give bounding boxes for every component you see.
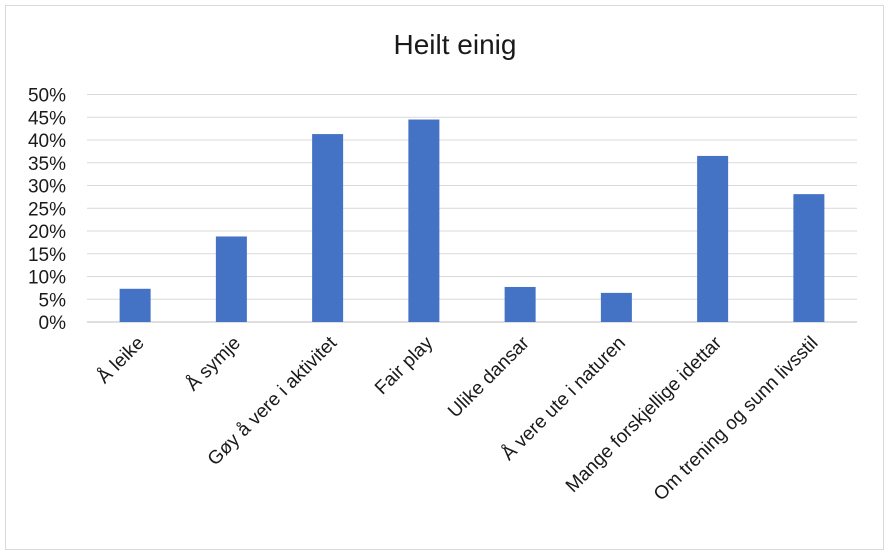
y-axis-ticks: 0%5%10%15%20%25%30%35%40%45%50% — [28, 86, 66, 335]
y-tick-label: 40% — [28, 131, 66, 152]
y-tick-label: 20% — [28, 222, 66, 243]
x-tick-label: Mange forskjellige idettar — [562, 332, 727, 497]
bar — [119, 288, 151, 322]
y-tick-label: 10% — [28, 268, 66, 289]
bar — [215, 236, 247, 322]
bar — [408, 119, 440, 323]
x-tick-label: Om trening og sunn livsstil — [650, 333, 822, 505]
x-tick-label: Å symje — [182, 333, 245, 396]
bar — [504, 286, 536, 322]
y-tick-label: 15% — [28, 245, 66, 266]
x-tick-label: Fair play — [371, 332, 438, 399]
y-tick-label: 35% — [28, 154, 66, 175]
y-tick-label: 50% — [28, 86, 66, 107]
bars — [119, 119, 825, 323]
y-tick-label: 30% — [28, 177, 66, 198]
gridlines — [87, 94, 857, 323]
bar — [793, 194, 825, 322]
bar — [312, 134, 344, 322]
x-tick-label: Å leike — [93, 333, 148, 388]
chart-title: Heilt einig — [394, 29, 517, 60]
bar — [600, 292, 632, 322]
y-tick-label: 25% — [28, 199, 66, 220]
y-tick-label: 45% — [28, 108, 66, 129]
y-tick-label: 5% — [39, 290, 67, 311]
x-tick-label: Ulike dansar — [444, 332, 534, 422]
bar — [697, 155, 729, 322]
chart-frame — [5, 5, 884, 550]
y-tick-label: 0% — [39, 313, 67, 334]
